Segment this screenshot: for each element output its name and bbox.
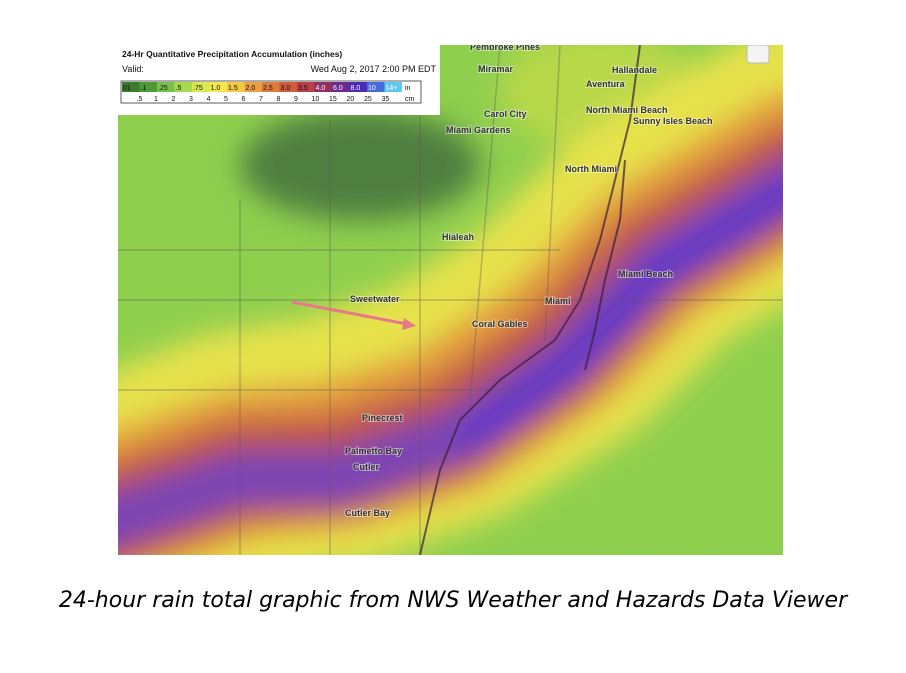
place-label: Palmetto Bay xyxy=(345,446,402,456)
scale-frame xyxy=(120,80,422,104)
place-label: Pembroke Pines xyxy=(470,42,540,52)
scale-cell xyxy=(367,82,385,92)
cm-label: 7 xyxy=(259,96,263,103)
cm-label: 10 xyxy=(312,96,320,103)
legend: 24-Hr Quantitative Precipitation Accumul… xyxy=(118,45,440,115)
cm-label: 20 xyxy=(347,96,355,103)
place-label: Hialeah xyxy=(442,232,474,242)
place-label: Pinecrest xyxy=(362,413,403,423)
scale-cell xyxy=(139,82,157,92)
rain-field xyxy=(118,45,783,555)
scale-cell xyxy=(349,82,367,92)
place-label: Sunny Isles Beach xyxy=(633,116,713,126)
inch-label: .5 xyxy=(176,85,182,92)
inch-label: 3.0 xyxy=(281,85,291,92)
place-label: Aventura xyxy=(586,79,626,89)
place-label: Coral Gables xyxy=(472,319,528,329)
inch-label: 10 xyxy=(368,85,376,92)
coastline xyxy=(419,45,641,555)
valid-time: Wed Aug 2, 2017 2:00 PM EDT xyxy=(311,64,437,74)
scale-cell xyxy=(279,82,297,92)
arrow-head xyxy=(402,318,416,330)
scale-cell xyxy=(314,82,332,92)
inch-label: 01 xyxy=(123,85,131,92)
place-labels: Pembroke Pines Miramar Hallandale Aventura C… xyxy=(344,42,714,519)
cm-label: 9 xyxy=(294,96,298,103)
scale-cell xyxy=(174,82,192,92)
inch-label: 3.5 xyxy=(298,85,308,92)
place-label: Miramar xyxy=(478,64,514,74)
place-label: Miami Gardens xyxy=(446,125,511,135)
cm-label: .5 xyxy=(137,96,143,103)
barrier-island xyxy=(584,159,626,371)
layers-button[interactable] xyxy=(746,45,770,64)
scale-cell xyxy=(227,82,245,92)
place-label: North Miami Beach xyxy=(586,105,668,115)
scale-cell xyxy=(332,82,350,92)
inch-label: 2.0 xyxy=(246,85,256,92)
inch-label: 14+ xyxy=(386,85,398,92)
scale-cell xyxy=(244,82,262,92)
map: Pembroke Pines Miramar Hallandale Aventura C… xyxy=(118,42,783,555)
inch-label: .75 xyxy=(193,85,203,92)
scale-cell xyxy=(384,82,402,92)
scale-cell xyxy=(262,82,280,92)
place-label: Carol City xyxy=(484,109,527,119)
cm-label: 8 xyxy=(277,96,281,103)
roads xyxy=(118,45,783,555)
cm-label: 1 xyxy=(154,96,158,103)
legend-title: 24-Hr Quantitative Precipitation Accumul… xyxy=(122,49,342,59)
cm-label: 6 xyxy=(242,96,246,103)
inch-label: 6.0 xyxy=(333,85,343,92)
place-label: Sweetwater xyxy=(350,294,400,304)
inch-label: 2.5 xyxy=(263,85,273,92)
place-label: Hallandale xyxy=(612,65,657,75)
place-label: Cutler xyxy=(353,462,380,472)
cm-label: 4 xyxy=(207,96,211,103)
place-label: North Miami xyxy=(565,164,617,174)
place-label: Miami Beach xyxy=(618,269,673,279)
inch-label: 4.0 xyxy=(316,85,326,92)
valid-label: Valid: xyxy=(122,64,144,74)
scale-cell xyxy=(122,82,140,92)
inch-label: .25 xyxy=(158,85,168,92)
place-label: Cutler Bay xyxy=(345,508,390,518)
cm-label: 35 xyxy=(382,96,390,103)
inch-label: 1.5 xyxy=(228,85,238,92)
cm-label: 15 xyxy=(329,96,337,103)
place-label: Miami xyxy=(545,296,571,306)
cm-unit: cm xyxy=(405,96,415,103)
scale-cell xyxy=(297,82,315,92)
caption: 24-hour rain total graphic from NWS Weat… xyxy=(58,588,848,613)
inch-label: .1 xyxy=(141,85,147,92)
color-scale: 01.1.25.5.75 1.0 1.5 2.0 2.5 3.0 3.5 4.0 6.0 8.0 1… xyxy=(120,80,422,104)
scale-cell xyxy=(157,82,175,92)
inch-unit: in xyxy=(405,85,411,92)
scale-cell xyxy=(209,82,227,92)
inch-label: 8.0 xyxy=(351,85,361,92)
cm-label: 2 xyxy=(172,96,176,103)
cm-label: 25 xyxy=(364,96,372,103)
scale-cell xyxy=(192,82,210,92)
cm-label: 3 xyxy=(189,96,193,103)
inch-label: 1.0 xyxy=(211,85,221,92)
cm-label: 5 xyxy=(224,96,228,103)
arrow xyxy=(291,300,413,327)
